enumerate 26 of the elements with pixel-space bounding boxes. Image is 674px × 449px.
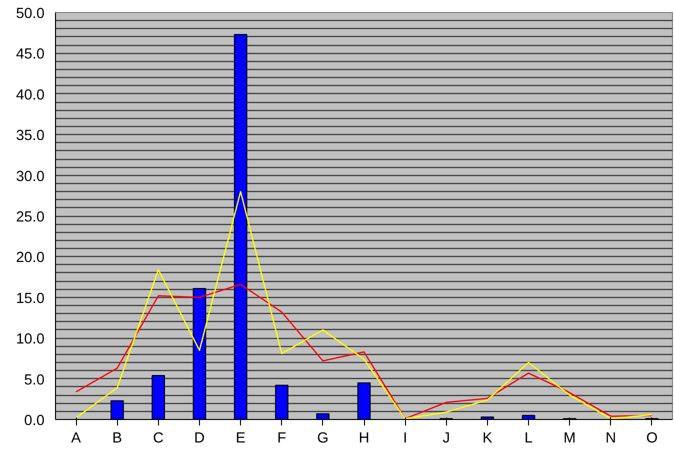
x-tick-label: A bbox=[71, 430, 82, 446]
y-tick-label: 35.0 bbox=[16, 128, 45, 144]
x-tick-label: H bbox=[358, 430, 370, 446]
x-tick-label: L bbox=[524, 430, 533, 446]
x-tick-label: K bbox=[482, 430, 493, 446]
y-tick-label: 15.0 bbox=[16, 290, 45, 307]
x-tick-label: O bbox=[646, 430, 658, 446]
y-tick-label: 0.0 bbox=[24, 413, 44, 429]
x-tick-label: I bbox=[403, 430, 408, 446]
y-tick-label: 10.0 bbox=[16, 332, 45, 348]
x-tick-label: D bbox=[194, 430, 205, 446]
x-tick-label: M bbox=[564, 430, 576, 446]
x-tick-label: B bbox=[112, 430, 122, 446]
x-tick-label: E bbox=[236, 430, 246, 446]
x-tick-label: J bbox=[442, 430, 450, 446]
y-tick-label: 30.0 bbox=[16, 168, 45, 185]
x-tick-label: C bbox=[153, 430, 164, 446]
x-tick-label: F bbox=[277, 430, 286, 446]
x-tick-label: N bbox=[606, 430, 616, 446]
y-tick-label: 45.0 bbox=[16, 46, 45, 63]
y-tick-label: 5.0 bbox=[24, 372, 44, 388]
y-tick-label: 40.0 bbox=[16, 87, 45, 104]
x-tick-label: G bbox=[317, 430, 329, 446]
y-tick-label: 25.0 bbox=[16, 210, 45, 226]
y-tick-label: 50.0 bbox=[16, 6, 45, 22]
y-tick-label: 20.0 bbox=[16, 250, 45, 266]
